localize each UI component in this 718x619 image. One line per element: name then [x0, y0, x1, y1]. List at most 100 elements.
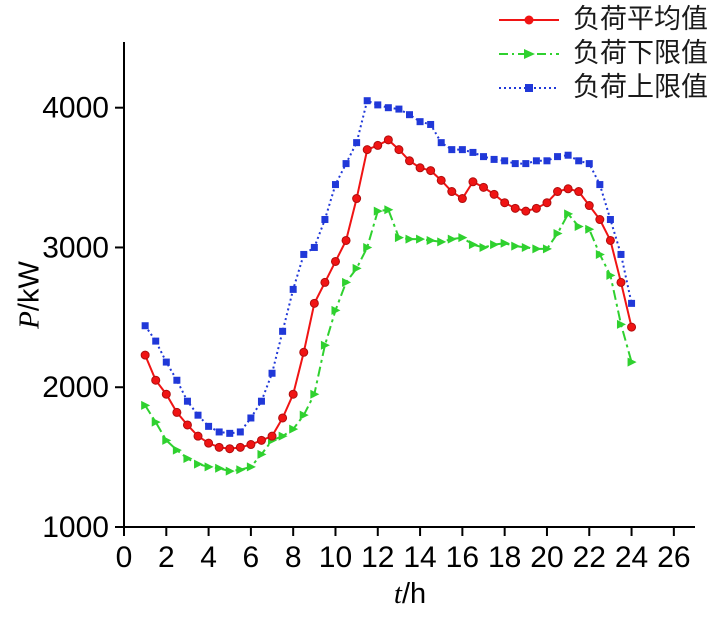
data-point — [564, 209, 574, 219]
x-tick-label: 10 — [319, 541, 352, 574]
data-point — [563, 184, 573, 194]
data-point — [373, 140, 383, 150]
data-point — [289, 285, 297, 293]
data-point — [416, 118, 424, 126]
data-point — [427, 120, 435, 128]
data-point — [479, 242, 489, 252]
data-point — [321, 216, 329, 224]
data-point — [510, 203, 520, 213]
data-point — [406, 111, 413, 119]
data-point — [616, 319, 626, 329]
y-axis-unit: /kW — [13, 261, 46, 312]
data-point — [363, 97, 371, 105]
x-tick-label: 24 — [615, 541, 648, 574]
data-point — [469, 148, 477, 156]
data-point — [194, 411, 202, 419]
series-line-2 — [144, 99, 633, 435]
data-point — [247, 414, 255, 422]
data-point — [489, 189, 499, 199]
data-point — [299, 410, 309, 420]
data-point — [511, 160, 519, 168]
data-point — [383, 135, 393, 145]
data-point — [542, 198, 552, 208]
data-point — [596, 181, 604, 189]
data-point — [468, 240, 478, 250]
data-point — [543, 157, 551, 165]
data-point — [521, 206, 531, 216]
data-point — [310, 389, 320, 399]
data-point — [627, 322, 637, 332]
data-point — [606, 270, 616, 280]
data-point — [373, 206, 383, 216]
legend-item-average: 负荷平均值 — [497, 6, 708, 33]
data-point — [617, 250, 625, 258]
data-point — [511, 241, 521, 251]
data-point — [405, 156, 414, 166]
data-point — [436, 175, 446, 185]
x-tick-label: 14 — [403, 541, 436, 574]
data-point — [415, 163, 425, 173]
data-point — [268, 369, 276, 377]
data-point — [564, 151, 572, 159]
data-point — [553, 228, 563, 238]
data-point — [437, 237, 447, 247]
data-point — [330, 256, 340, 266]
data-point — [162, 358, 170, 366]
x-tick-label: 4 — [200, 541, 217, 574]
y-tick-label: 4000 — [42, 92, 109, 125]
data-point — [500, 238, 510, 248]
x-tick-label: 0 — [116, 541, 133, 574]
data-point — [500, 198, 510, 208]
data-point — [151, 375, 161, 385]
data-point — [235, 442, 245, 452]
data-point — [447, 187, 457, 197]
data-point — [183, 454, 193, 464]
data-point — [447, 234, 457, 244]
x-tick-label: 2 — [158, 541, 175, 574]
data-point — [205, 422, 213, 430]
x-axis-label: t/h — [394, 578, 426, 611]
data-point — [532, 157, 540, 165]
data-point — [522, 160, 530, 168]
data-point — [278, 413, 288, 423]
data-point — [532, 244, 542, 254]
data-point — [331, 305, 341, 315]
data-point — [353, 139, 361, 147]
data-point — [362, 145, 372, 155]
data-point — [448, 146, 456, 154]
data-point — [236, 428, 244, 436]
data-point — [173, 376, 181, 384]
data-point — [342, 160, 350, 168]
data-point — [479, 182, 489, 192]
data-point — [628, 299, 636, 307]
x-tick-label: 12 — [361, 541, 394, 574]
data-point — [384, 205, 394, 215]
y-tick-label: 1000 — [42, 511, 109, 544]
data-point — [141, 322, 149, 330]
data-point — [521, 242, 531, 252]
data-point — [279, 327, 287, 335]
data-point — [490, 155, 498, 163]
data-point — [384, 104, 392, 112]
data-point — [553, 187, 563, 197]
legend-line-sample-upper — [499, 83, 559, 92]
x-tick-label: 16 — [446, 541, 479, 574]
data-point — [246, 440, 256, 450]
x-tick-label: 26 — [657, 541, 690, 574]
data-point — [289, 424, 299, 434]
data-point — [394, 145, 404, 155]
x-tick-label: 8 — [285, 541, 302, 574]
data-point — [215, 428, 223, 436]
data-point — [257, 397, 265, 405]
x-tick-label: 18 — [488, 541, 521, 574]
data-point — [585, 224, 595, 234]
data-point — [426, 166, 436, 176]
x-tick-label: 20 — [530, 541, 563, 574]
x-tick-label: 22 — [573, 541, 606, 574]
data-point — [183, 397, 191, 405]
data-point — [458, 233, 468, 243]
data-point — [531, 203, 541, 213]
data-point — [405, 234, 415, 244]
legend-label-lower-limit: 负荷下限值 — [573, 38, 708, 68]
data-point — [309, 298, 319, 308]
